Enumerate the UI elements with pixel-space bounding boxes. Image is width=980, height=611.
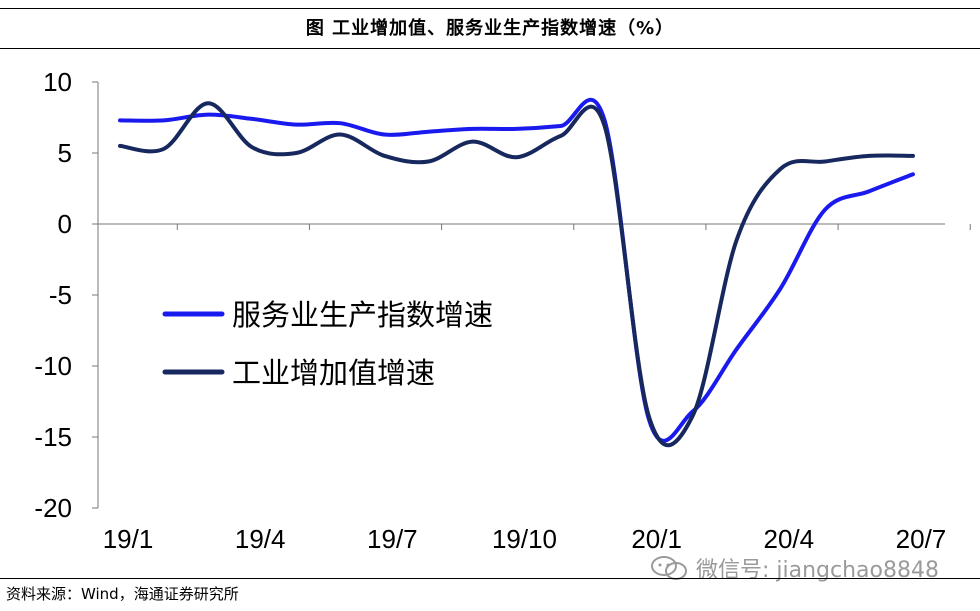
- x-tick-label: 19/7: [367, 524, 418, 554]
- line-chart: 10 5 0 -5 -10 -15 -20 19/1 19/4 19/7 19/10 20/1 20/4…: [34, 67, 971, 554]
- x-tick-label: 19/10: [492, 524, 557, 554]
- chart-axes: 10 5 0 -5 -10 -15 -20 19/1 19/4 19/7 19/10 20/1 20/4…: [34, 67, 971, 554]
- series-line-2: [118, 101, 915, 448]
- x-tick-label: 19/1: [103, 524, 154, 554]
- x-tick-label: 19/4: [235, 524, 286, 554]
- legend-label-1: 服务业生产指数增速: [232, 298, 493, 332]
- source-note: 资料来源：Wind，海通证券研究所: [6, 585, 239, 603]
- footer-rule: [0, 578, 980, 579]
- y-tick-label: 10: [43, 67, 72, 97]
- title-rule: [0, 48, 980, 49]
- x-tick-label: 20/7: [896, 524, 947, 554]
- legend-label-2: 工业增加值增速: [232, 356, 435, 390]
- y-tick-label: -5: [49, 280, 72, 310]
- x-tick-label: 20/1: [631, 524, 682, 554]
- x-tick-label: 20/4: [764, 524, 815, 554]
- watermark-text: 微信号: jiangchao8848: [696, 558, 939, 583]
- y-tick-label: -15: [34, 422, 72, 452]
- y-tick-label: 0: [58, 209, 72, 239]
- chart-title: 图 工业增加值、服务业生产指数增速（%）: [305, 18, 675, 39]
- y-tick-label: 5: [58, 138, 72, 168]
- y-tick-label: -20: [34, 493, 72, 523]
- chart-series: [118, 98, 915, 448]
- watermark: 微信号: jiangchao8848: [650, 552, 939, 584]
- series-line-1: [118, 98, 915, 443]
- wechat-icon: [651, 556, 687, 580]
- top-rule: [0, 8, 980, 9]
- y-tick-label: -10: [34, 351, 72, 381]
